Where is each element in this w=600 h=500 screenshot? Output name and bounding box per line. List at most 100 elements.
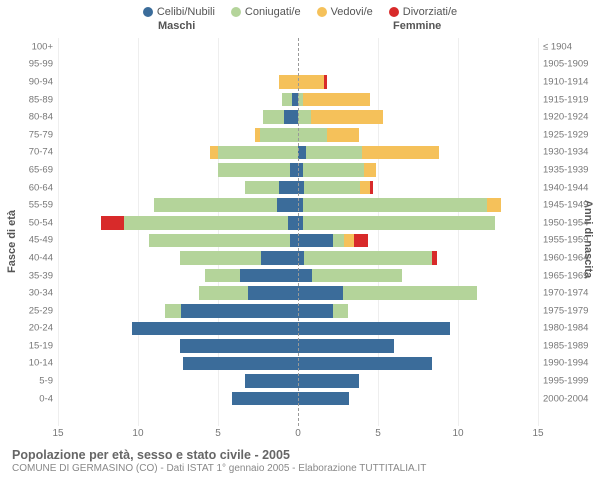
bar-segment — [343, 286, 477, 300]
age-label: 100+ — [32, 41, 58, 52]
bar-female — [298, 110, 383, 124]
footer: Popolazione per età, sesso e stato civil… — [0, 442, 600, 474]
birth-year-label: 1990-1994 — [538, 358, 588, 369]
age-label: 45-49 — [29, 235, 58, 246]
bar-segment — [183, 357, 298, 371]
bar-segment — [277, 198, 298, 212]
bar-segment — [327, 128, 359, 142]
bar-male — [210, 146, 298, 160]
bar-segment — [181, 304, 298, 318]
bar-female — [298, 75, 327, 89]
bar-segment — [360, 181, 370, 195]
bar-segment — [218, 163, 290, 177]
bar-segment — [333, 234, 344, 248]
bar-female — [298, 392, 349, 406]
bar-segment — [306, 146, 362, 160]
age-label: 75-79 — [29, 129, 58, 140]
bar-segment — [248, 286, 298, 300]
bar-segment — [298, 269, 312, 283]
age-label: 60-64 — [29, 182, 58, 193]
x-tick: 5 — [375, 428, 381, 439]
birth-year-label: 1920-1924 — [538, 112, 588, 123]
birth-year-label: 1930-1934 — [538, 147, 588, 158]
bar-segment — [290, 163, 298, 177]
bar-male — [180, 339, 298, 353]
birth-year-label: 1980-1984 — [538, 323, 588, 334]
x-tick: 10 — [452, 428, 463, 439]
bar-segment — [218, 146, 298, 160]
legend-swatch — [231, 7, 241, 17]
bar-female — [298, 216, 495, 230]
bar-segment — [288, 216, 298, 230]
bar-segment — [132, 322, 298, 336]
x-axis: 15105051015 — [58, 428, 538, 442]
age-label: 55-59 — [29, 200, 58, 211]
bar-female — [298, 93, 370, 107]
bar-segment — [312, 269, 402, 283]
bar-segment — [362, 146, 439, 160]
bar-segment — [487, 198, 501, 212]
bar-male — [245, 374, 298, 388]
bar-female — [298, 181, 373, 195]
bar-male — [279, 75, 298, 89]
bar-segment — [263, 110, 284, 124]
bar-segment — [101, 216, 123, 230]
age-label: 35-39 — [29, 270, 58, 281]
bar-segment — [298, 339, 394, 353]
legend-label: Celibi/Nubili — [157, 6, 215, 18]
age-label: 90-94 — [29, 76, 58, 87]
bar-female — [298, 269, 402, 283]
age-label: 40-44 — [29, 252, 58, 263]
bar-segment — [298, 110, 311, 124]
bar-female — [298, 163, 376, 177]
legend-item: Coniugati/e — [231, 6, 301, 18]
birth-year-label: 1915-1919 — [538, 94, 588, 105]
header-female: Femmine — [393, 20, 441, 32]
age-label: 0-4 — [39, 393, 58, 404]
bar-male — [154, 198, 298, 212]
bar-segment — [298, 392, 349, 406]
birth-year-label: ≤ 1904 — [538, 41, 572, 52]
bar-male — [232, 392, 298, 406]
bar-segment — [303, 163, 364, 177]
bar-segment — [324, 75, 327, 89]
bar-segment — [199, 286, 249, 300]
bar-segment — [149, 234, 290, 248]
bar-female — [298, 128, 359, 142]
bar-segment — [124, 216, 289, 230]
bar-segment — [304, 181, 360, 195]
birth-year-label: 1975-1979 — [538, 305, 588, 316]
birth-year-label: 1985-1989 — [538, 340, 588, 351]
chart-title: Popolazione per età, sesso e stato civil… — [12, 448, 590, 462]
bar-male — [101, 216, 298, 230]
birth-year-label: 1905-1909 — [538, 59, 588, 70]
bar-segment — [298, 374, 359, 388]
bar-segment — [303, 216, 495, 230]
x-tick: 0 — [295, 428, 301, 439]
legend-swatch — [317, 7, 327, 17]
age-label: 30-34 — [29, 288, 58, 299]
bar-segment — [364, 163, 377, 177]
bar-segment — [298, 75, 324, 89]
bar-segment — [303, 93, 370, 107]
bar-segment — [240, 269, 298, 283]
bar-segment — [210, 146, 218, 160]
bar-segment — [304, 251, 432, 265]
birth-year-label: 1910-1914 — [538, 76, 588, 87]
y-left-axis-title: Fasce di età — [6, 210, 18, 273]
age-label: 95-99 — [29, 59, 58, 70]
age-label: 15-19 — [29, 340, 58, 351]
bar-segment — [311, 110, 383, 124]
header-male: Maschi — [158, 20, 195, 32]
legend-label: Vedovi/e — [331, 6, 373, 18]
bar-male — [199, 286, 298, 300]
birth-year-label: 1995-1999 — [538, 376, 588, 387]
bar-segment — [333, 304, 347, 318]
bar-male — [263, 110, 298, 124]
bar-segment — [261, 251, 298, 265]
legend-label: Divorziati/e — [403, 6, 457, 18]
birth-year-label: 1945-1949 — [538, 200, 588, 211]
plot-area: 100+≤ 190495-991905-190990-941910-191485… — [58, 38, 538, 426]
gender-headers: Maschi Femmine — [0, 20, 600, 36]
bar-segment — [154, 198, 277, 212]
